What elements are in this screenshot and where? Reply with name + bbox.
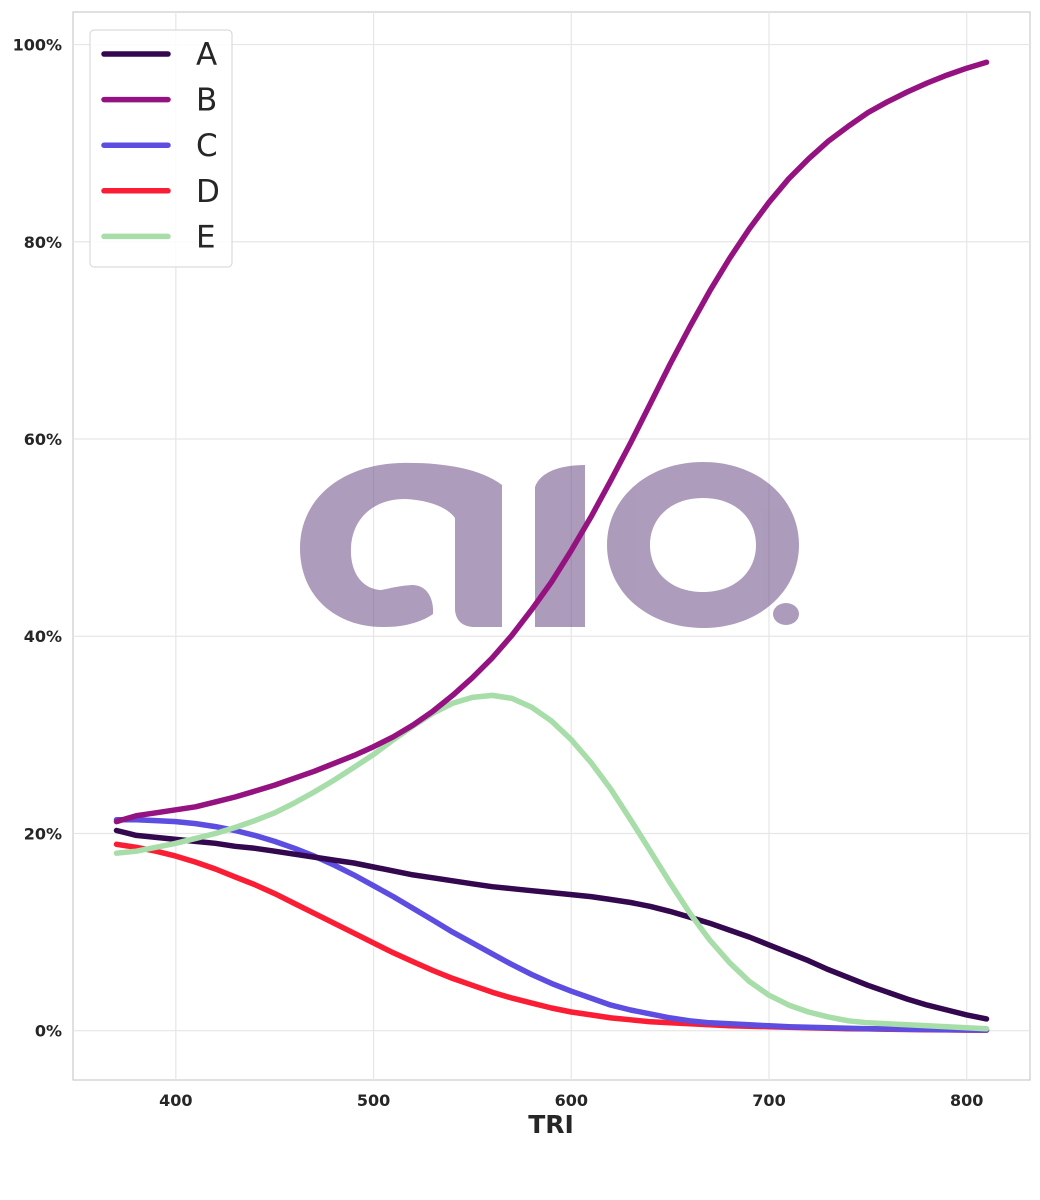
y-tick-label: 0% [35,1022,62,1041]
x-tick-label: 800 [950,1091,983,1110]
x-tick-label: 400 [159,1091,192,1110]
y-tick-label: 100% [13,36,62,55]
legend-label-a: A [196,37,217,73]
legend-label-c: C [196,128,218,164]
y-tick-label: 80% [24,233,62,252]
y-tick-label: 60% [24,430,62,449]
legend-label-b: B [196,83,217,119]
y-tick-label: 40% [24,627,62,646]
series-line-a [113,827,990,1022]
watermark-dot [773,603,799,625]
legend-label-e: E [196,219,216,255]
series-line-b [113,59,990,825]
series-line-e [113,692,990,1032]
x-tick-label: 600 [555,1091,588,1110]
tick-labels: 400 500 600 700 800 0% 20% 40% 60% 80% 100% [13,36,984,1110]
series-lines [113,59,990,1033]
y-tick-label: 20% [24,824,62,843]
watermark-letter-o [607,462,799,628]
x-tick-label: 700 [752,1091,785,1110]
legend-box [89,29,233,268]
watermark-letter-i [535,465,585,627]
series-line-c [113,816,990,1033]
x-tick-label: 500 [357,1091,390,1110]
x-axis-title: TRI [528,1110,574,1139]
legend-label-d: D [196,174,220,210]
watermark-letter-a [300,462,502,628]
